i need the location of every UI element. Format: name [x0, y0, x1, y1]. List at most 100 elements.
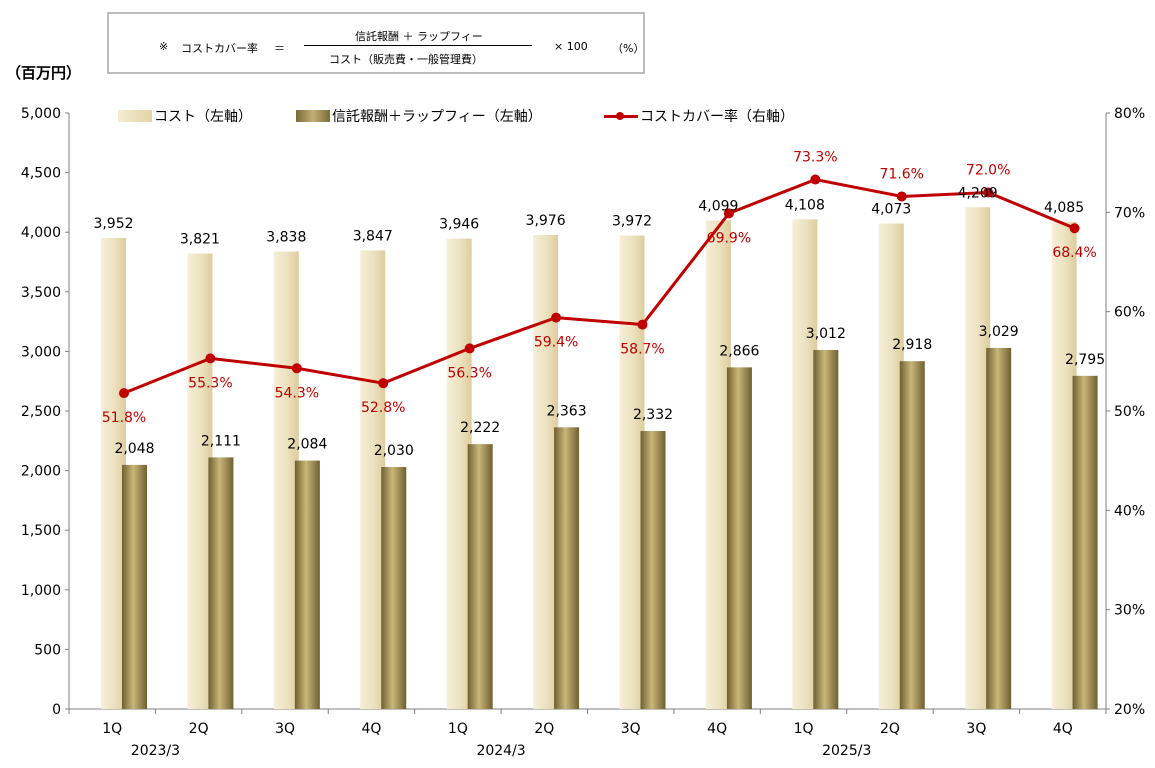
fee-value-label: 3,029	[979, 324, 1019, 340]
ratio-point	[637, 319, 648, 330]
left-tick-label: 1,500	[21, 523, 61, 539]
legend-swatch-cost	[118, 110, 152, 122]
cost-value-label: 3,976	[526, 213, 566, 229]
right-tick-label: 30%	[1114, 603, 1145, 619]
cost-value-label: 3,838	[266, 230, 306, 246]
fee-value-label: 2,084	[287, 437, 327, 453]
cost-bar	[705, 220, 731, 709]
ratio-line	[119, 174, 1080, 399]
x-tick-label: 3Q	[966, 721, 986, 737]
fee-bar	[294, 460, 320, 709]
axes: 0 500 1,000 1,500 2,000 2,500 3,000 3,500 4,000 4…	[21, 106, 1145, 759]
ratio-point	[1069, 223, 1080, 234]
x-tick-label: 1Q	[448, 721, 468, 737]
x-tick-label: 2Q	[534, 721, 554, 737]
cost-value-label: 4,073	[871, 201, 911, 217]
fee-bar	[208, 457, 234, 709]
ratio-value-label: 56.3%	[447, 365, 491, 381]
cost-bar	[101, 237, 126, 709]
legend-item-fee: 信託報酬＋ラップフィー（左軸）	[296, 106, 542, 126]
left-tick-label: 4,500	[21, 166, 61, 182]
x-tick-label: 1Q	[794, 721, 814, 737]
left-tick-label: 3,500	[21, 285, 61, 301]
ratio-point	[464, 343, 475, 354]
ratio-value-label: 55.3%	[188, 375, 232, 391]
cost-bar	[878, 223, 904, 709]
data-labels: 3,952 2,048 3,821 2,111 3,838 2,084 3,847 2,030…	[93, 150, 1105, 459]
legend-swatch-ratio	[604, 110, 638, 122]
x-tick-label: 2Q	[880, 721, 900, 737]
right-tick-label: 40%	[1114, 503, 1145, 519]
fee-value-label: 2,332	[633, 407, 673, 423]
formula-equals: ＝	[274, 42, 285, 55]
formula-denominator: コスト（販売費・一般管理費）	[329, 53, 483, 66]
year-label: 2024/3	[476, 743, 525, 759]
cost-bar	[273, 251, 299, 709]
fee-bar	[381, 467, 407, 709]
ratio-value-label: 59.4%	[534, 335, 578, 351]
ratio-value-label: 71.6%	[880, 166, 924, 182]
fee-value-label: 3,012	[806, 326, 846, 342]
cost-value-label: 4,085	[1044, 200, 1084, 216]
formula-box: ※ コストカバー率 ＝ 信託報酬 ＋ ラップフィー コスト（販売費・一般管理費）…	[107, 12, 645, 74]
legend-label-cost: コスト（左軸）	[154, 109, 252, 125]
legend-item-cost: コスト（左軸）	[118, 106, 252, 126]
left-tick-label: 1,000	[21, 583, 61, 599]
fee-bar	[122, 464, 147, 709]
ratio-value-label: 72.0%	[966, 162, 1010, 178]
ratio-point	[723, 208, 734, 219]
left-tick-label: 2,000	[21, 464, 61, 480]
x-tick-label: 1Q	[102, 721, 122, 737]
year-label: 2023/3	[131, 743, 180, 759]
x-tick-label: 3Q	[621, 721, 641, 737]
left-tick-label: 500	[34, 642, 61, 658]
formula-multiplier: × 100	[554, 40, 588, 53]
year-label: 2025/3	[822, 743, 871, 759]
fee-bar	[1072, 375, 1098, 709]
left-tick-label: 3,000	[21, 344, 61, 360]
cost-value-label: 4,209	[958, 185, 998, 201]
x-tick-label: 4Q	[361, 721, 381, 737]
fee-bar	[726, 367, 752, 709]
cost-bar	[187, 253, 213, 709]
ratio-point	[378, 378, 389, 389]
left-axis-unit-label: （百万円）	[6, 64, 82, 82]
ratio-value-label: 51.8%	[102, 410, 146, 426]
cost-value-label: 4,108	[785, 197, 825, 213]
fee-bar	[986, 347, 1012, 709]
ratio-value-label: 68.4%	[1052, 245, 1096, 261]
cost-value-label: 3,821	[180, 232, 220, 248]
left-tick-label: 4,000	[21, 225, 61, 241]
cost-value-label: 4,099	[698, 198, 738, 214]
ratio-point	[119, 388, 129, 399]
right-tick-label: 50%	[1114, 404, 1145, 420]
formula-fraction-line	[304, 45, 532, 46]
ratio-point	[291, 363, 302, 374]
ratio-value-label: 52.8%	[361, 400, 405, 416]
x-tick-label: 3Q	[275, 721, 295, 737]
cost-value-label: 3,952	[93, 216, 133, 232]
cost-bar	[360, 250, 386, 709]
fee-bar	[467, 444, 493, 709]
cost-value-label: 3,972	[612, 214, 652, 230]
left-tick-label: 2,500	[21, 404, 61, 420]
left-tick-label: 0	[52, 702, 61, 718]
ratio-point	[810, 174, 821, 185]
cost-bar	[792, 219, 818, 709]
right-tick-label: 20%	[1114, 702, 1145, 718]
ratio-value-label: 73.3%	[793, 150, 837, 166]
right-tick-label: 60%	[1114, 305, 1145, 321]
fee-bar	[813, 349, 839, 709]
fee-value-label: 2,111	[201, 433, 241, 449]
fee-bar	[554, 427, 580, 709]
cost-bar	[446, 238, 472, 710]
ratio-value-label: 69.9%	[707, 230, 751, 246]
legend-label-ratio: コストカバー率（右軸）	[640, 109, 794, 125]
fee-bar	[640, 431, 666, 709]
cost-value-label: 3,946	[439, 217, 479, 233]
fee-bar	[899, 361, 925, 709]
cost-bar	[619, 235, 645, 709]
fee-value-label: 2,363	[547, 403, 587, 419]
legend-item-ratio: コストカバー率（右軸）	[604, 106, 794, 126]
